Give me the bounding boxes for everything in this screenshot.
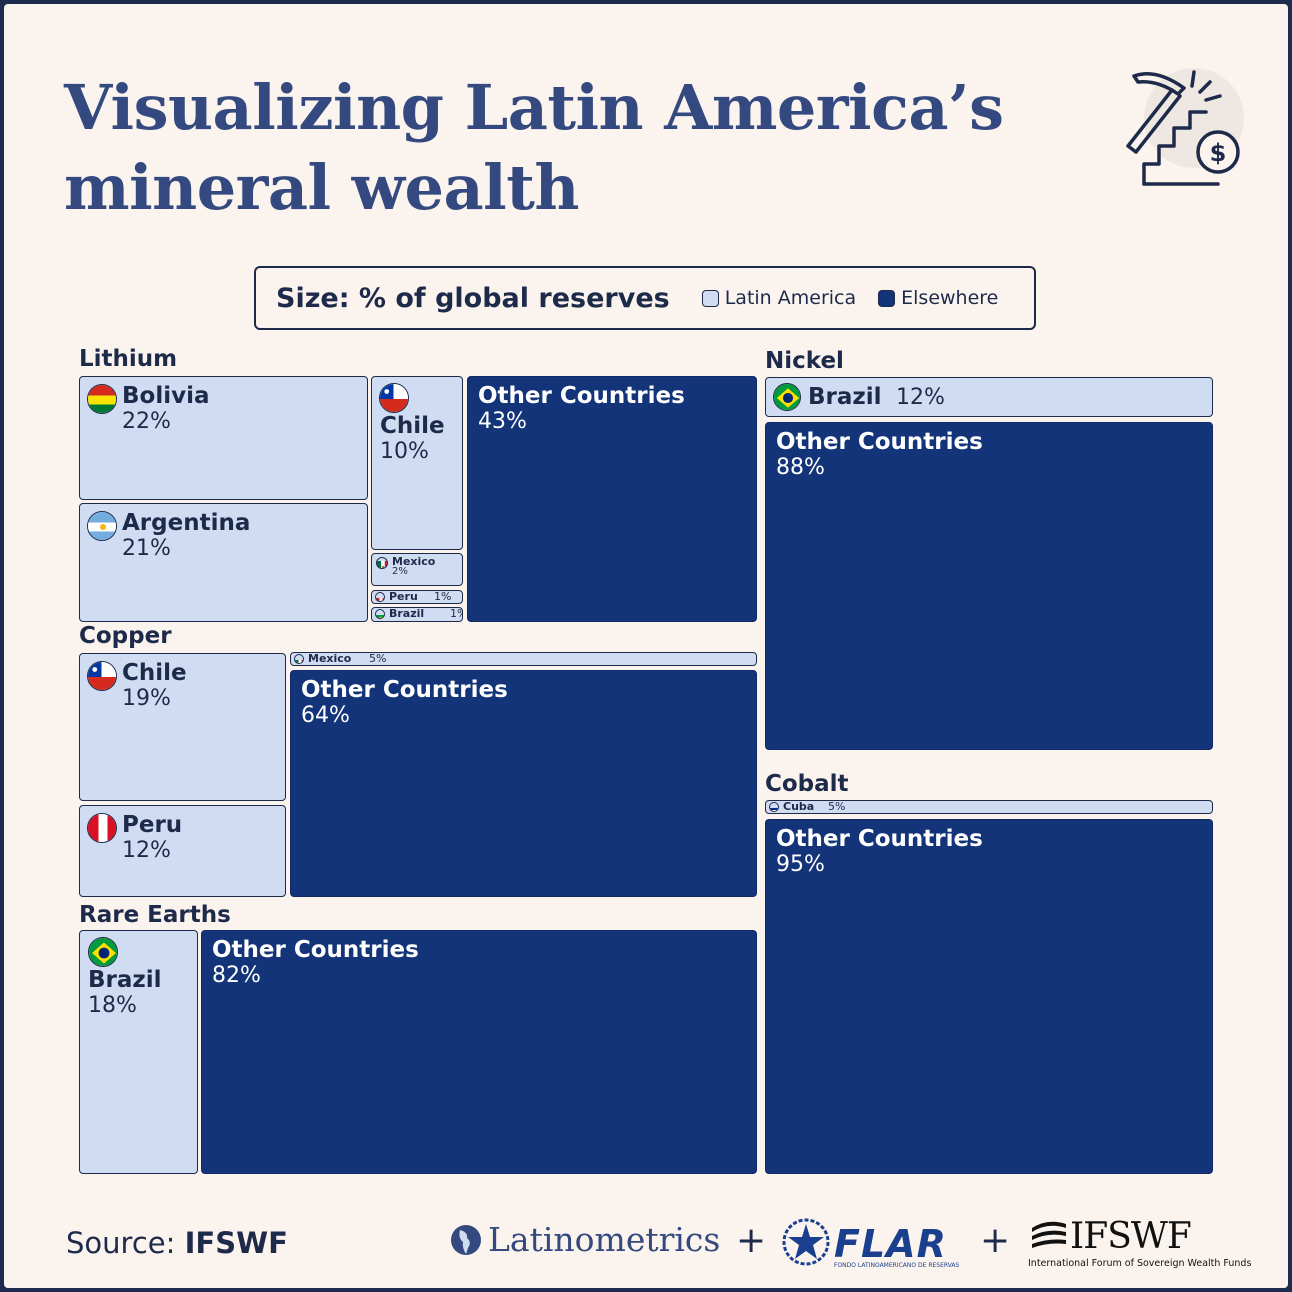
tile-rare-earths-brazil: Brazil 18% [79, 930, 198, 1174]
tile-label: Brazil [389, 607, 425, 620]
source-prefix: Source: [66, 1226, 185, 1260]
mexico-flag-icon [294, 654, 304, 664]
latinometrics-globe-icon [451, 1224, 481, 1255]
tile-label: Brazil [88, 967, 162, 993]
section-title-lithium: Lithium [79, 346, 178, 372]
tile-value: 82% [212, 963, 261, 988]
tile-value: 19% [122, 686, 171, 711]
tile-value: 1% [450, 607, 462, 620]
tile-copper-mexico: Mexico 5% [290, 652, 757, 666]
tile-copper-other-countries: Other Countries 64% [290, 670, 757, 897]
plus-sign-1: + [736, 1220, 767, 1261]
legend-item-latin-america: Latin America [701, 287, 857, 309]
section-title-cobalt: Cobalt [765, 771, 849, 797]
flar-wordmark: FLAR [834, 1222, 947, 1266]
source-name: IFSWF [184, 1226, 288, 1260]
tile-value: 22% [122, 409, 171, 434]
source-note: Source: IFSWF [66, 1226, 288, 1260]
flar-subtitle: FONDO LATINOAMERICANO DE RESERVAS [834, 1262, 960, 1269]
tile-label: Other Countries [212, 937, 419, 963]
tile-label: Chile [380, 413, 445, 439]
argentina-flag-icon [87, 511, 117, 541]
tile-value: 5% [369, 652, 387, 665]
tile-label: Other Countries [776, 429, 983, 455]
tile-nickel-brazil: Brazil 12% [765, 377, 1213, 417]
chile-flag-icon [379, 383, 409, 413]
tile-value: 88% [776, 455, 825, 480]
tile-value: 43% [478, 409, 527, 434]
tile-value: 18% [88, 993, 137, 1018]
legend-label-elsewhere: Elsewhere [901, 287, 999, 309]
legend-title: Size: % of global reserves [276, 282, 670, 314]
tile-lithium-mexico: Mexico 2% [371, 553, 463, 586]
legend-label-latin-america: Latin America [724, 287, 857, 309]
legend-swatch-latin-america [701, 289, 719, 307]
tile-cobalt-cuba: Cuba 5% [765, 800, 1213, 814]
tile-value: 5% [828, 800, 846, 813]
ifswf-wordmark: IFSWF [1070, 1216, 1192, 1257]
tile-value: 12% [896, 385, 945, 410]
ifswf-emblem-icon [1032, 1221, 1066, 1248]
latinometrics-logo: Latinometrics [450, 1220, 720, 1259]
bolivia-flag-icon [87, 384, 117, 414]
brazil-flag-icon [773, 383, 801, 411]
tile-lithium-argentina: Argentina 21% [79, 503, 368, 622]
tile-value: 2% [392, 566, 408, 577]
tile-label: Mexico [308, 652, 352, 665]
legend: Size: % of global reserves Latin America… [254, 266, 1036, 330]
mexico-flag-icon [376, 557, 388, 569]
tile-lithium-chile: Chile 10% [371, 376, 463, 550]
flar-star-emblem-icon [782, 1218, 830, 1266]
tile-label: Peru [389, 590, 418, 603]
section-title-nickel: Nickel [765, 348, 844, 374]
cuba-flag-icon [769, 802, 779, 812]
plus-sign-2: + [980, 1220, 1011, 1261]
svg-text:$: $ [1210, 139, 1227, 167]
legend-item-elsewhere: Elsewhere [878, 287, 998, 309]
brazil-flag-icon [88, 937, 118, 967]
tile-rare-earths-other-countries: Other Countries 82% [201, 930, 757, 1174]
peru-flag-icon [87, 813, 117, 843]
tile-label: Chile [122, 660, 187, 686]
brazil-flag-icon [375, 609, 385, 619]
tile-label: Peru [122, 812, 183, 838]
tile-label: Bolivia [122, 383, 210, 409]
legend-swatch-elsewhere [878, 289, 896, 307]
ifswf-subtitle: International Forum of Sovereign Wealth … [1028, 1258, 1252, 1269]
tile-lithium-peru: Peru 1% [371, 590, 463, 604]
tile-cobalt-other-countries: Other Countries 95% [765, 819, 1213, 1174]
tile-nickel-other-countries: Other Countries 88% [765, 422, 1213, 750]
tile-label: Mexico [392, 555, 436, 568]
section-title-copper: Copper [79, 623, 172, 649]
tile-label: Other Countries [478, 383, 685, 409]
tile-value: 12% [122, 838, 171, 863]
infographic: Visualizing Latin America’s mineral weal… [4, 4, 1288, 1288]
latinometrics-wordmark: Latinometrics [488, 1220, 721, 1259]
title-line-1: Visualizing Latin America’s [64, 71, 1004, 144]
tile-value: 21% [122, 536, 171, 561]
tile-lithium-bolivia: Bolivia 22% [79, 376, 368, 500]
page-title: Visualizing Latin America’s mineral weal… [64, 68, 1004, 228]
section-title-rare-earths: Rare Earths [79, 902, 231, 928]
tile-copper-chile: Chile 19% [79, 653, 286, 801]
flar-logo: FLAR FONDO LATINOAMERICANO DE RESERVAS [782, 1218, 959, 1270]
mining-pickaxe-dollar-icon: $ [1126, 68, 1244, 186]
tile-value: 95% [776, 852, 825, 877]
tile-value: 10% [380, 439, 429, 464]
tile-label: Other Countries [301, 677, 508, 703]
tile-label: Cuba [783, 800, 815, 813]
tile-copper-peru: Peru 12% [79, 805, 286, 897]
tile-lithium-brazil: Brazil 1% [371, 607, 463, 622]
title-line-2: mineral wealth [64, 151, 579, 224]
ifswf-logo: IFSWF International Forum of Sovereign W… [1028, 1216, 1251, 1269]
tile-label: Brazil [808, 384, 882, 410]
tile-label: Argentina [122, 510, 251, 536]
tile-value: 1% [434, 590, 452, 603]
tile-label: Other Countries [776, 826, 983, 852]
tile-lithium-other-countries: Other Countries 43% [467, 376, 757, 622]
peru-flag-icon [375, 592, 385, 602]
tile-value: 64% [301, 703, 350, 728]
chile-flag-icon [87, 661, 117, 691]
